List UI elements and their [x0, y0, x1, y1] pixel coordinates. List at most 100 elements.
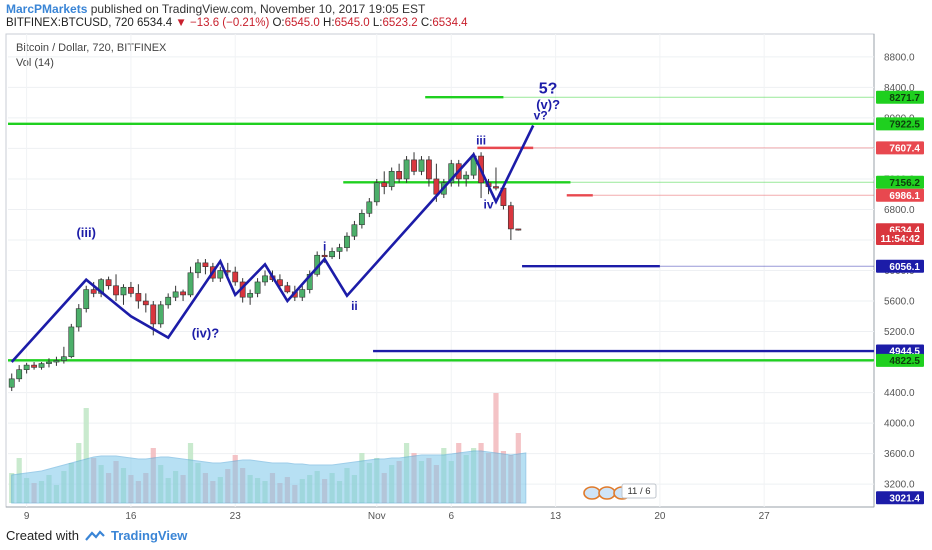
level-badge: [876, 188, 924, 202]
level-badge-label: 7607.4: [889, 143, 920, 154]
y-tick-label: 4000.0: [884, 419, 915, 430]
level-badge: [876, 175, 924, 189]
candle-body: [53, 360, 60, 363]
tradingview-logo-icon: [85, 529, 105, 541]
author-name[interactable]: MarcPMarkets: [6, 2, 88, 16]
candle-body: [8, 378, 15, 388]
price-badge-label: 3021.4: [889, 493, 920, 504]
publish-text: published on TradingView.com, November 1…: [90, 2, 426, 16]
high-value: 6545.0: [334, 17, 370, 29]
y-tick-label: 4400.0: [884, 388, 915, 399]
candle-body: [16, 369, 23, 380]
y-tick-label: 3600.0: [884, 449, 915, 460]
candle-body: [433, 178, 440, 195]
candle-body: [515, 228, 522, 231]
candle-body: [38, 363, 45, 368]
candle-body: [31, 364, 37, 368]
candle-body: [358, 212, 365, 226]
event-badge-label: 11 / 6: [627, 486, 650, 497]
candle-body: [262, 275, 268, 283]
candle-body: [247, 293, 254, 298]
candle-body: [105, 279, 112, 287]
candle-body: [23, 364, 30, 370]
candle-body: [396, 171, 403, 180]
candle-body: [366, 201, 373, 214]
candle-body: [507, 205, 514, 230]
candle-body: [388, 171, 395, 187]
candle-body: [217, 270, 224, 279]
candle-body: [142, 300, 149, 306]
candle-body: [344, 235, 350, 248]
last-price: 6534.4: [137, 17, 173, 29]
event-marker: [598, 486, 616, 500]
price-badge-label: 6534.4: [889, 225, 920, 236]
candle-body: [351, 224, 358, 237]
price-change: −13.6 (−0.21%): [190, 17, 270, 29]
level-badge: [876, 117, 924, 131]
wave-label: iv: [484, 198, 494, 212]
wave-path[interactable]: [10, 124, 535, 363]
chart-title: Bitcoin / Dollar, 720, BITFINEX: [16, 42, 167, 54]
y-tick-label: 5200.0: [884, 327, 915, 338]
candle-body: [172, 291, 179, 298]
symbol-header: BITFINEX:BTCUSD, 720 6534.4 ▼ −13.6 (−0.…: [6, 17, 468, 29]
candle-body: [150, 304, 157, 325]
price-badges: 6534.411:54:42 3021.4: [876, 223, 924, 504]
level-badge: [876, 141, 924, 155]
wave-label: ii: [351, 299, 358, 313]
x-tick-label: 6: [448, 511, 454, 522]
candle-body: [202, 262, 209, 267]
candle-body: [60, 356, 67, 361]
event-badge: [621, 483, 657, 499]
publish-header: MarcPMarkets published on TradingView.co…: [6, 2, 425, 16]
x-tick-label: 20: [654, 511, 666, 522]
volume-legend: Vol (14): [16, 57, 54, 69]
level-badge-label: 6986.1: [889, 191, 920, 202]
y-tick-label: 6800.0: [884, 205, 915, 216]
candle-body: [83, 289, 90, 309]
candle-body: [232, 271, 239, 283]
volume-bar: [493, 393, 499, 503]
candle-body: [180, 291, 186, 296]
volume-pane: [9, 393, 527, 504]
candle-body: [373, 182, 380, 203]
y-tick-label: 8800.0: [884, 52, 915, 63]
down-arrow-icon: ▼: [175, 17, 187, 29]
volume-average-area: [11, 450, 527, 504]
horizontal-levels[interactable]: 8271.7 7922.5 7607.4 7156.2 6986.1 6056.1 4944…: [8, 90, 924, 367]
symbol-line: BITFINEX:BTCUSD, 720: [6, 17, 134, 29]
candle-body: [426, 159, 432, 180]
level-badge-label: 4944.5: [889, 347, 920, 358]
tradingview-brand[interactable]: TradingView: [110, 528, 188, 543]
level-badge: [876, 90, 924, 104]
wave-label: 5?: [539, 81, 558, 98]
level-badge-label: 8271.7: [889, 93, 920, 104]
wave-label: v?: [534, 108, 548, 122]
price-badge: [876, 491, 924, 505]
level-badge: [876, 259, 924, 273]
level-badge: [876, 353, 924, 367]
wave-label: i: [323, 240, 326, 254]
price-badge: [876, 231, 924, 245]
candle-body: [463, 174, 470, 180]
low-label: L:: [372, 17, 383, 29]
level-badge-label: 4822.5: [889, 356, 920, 367]
candle-body: [381, 182, 388, 187]
candle-body: [411, 159, 417, 172]
volume-bar: [83, 408, 89, 503]
open-value: 6545.0: [284, 17, 320, 29]
low-value: 6523.2: [382, 17, 418, 29]
candle-body: [336, 247, 343, 252]
bottom-marker: 11 / 6: [583, 483, 657, 500]
x-tick-label: 9: [24, 511, 30, 522]
candle-body: [329, 251, 335, 258]
level-badge-label: 7156.2: [889, 178, 920, 189]
x-tick-label: Nov: [368, 511, 386, 522]
wave-label: (iii): [76, 225, 96, 240]
x-tick-label: 13: [550, 511, 562, 522]
close-label: C:: [420, 17, 433, 29]
x-tick-label: 23: [230, 511, 242, 522]
event-marker: [583, 486, 601, 500]
